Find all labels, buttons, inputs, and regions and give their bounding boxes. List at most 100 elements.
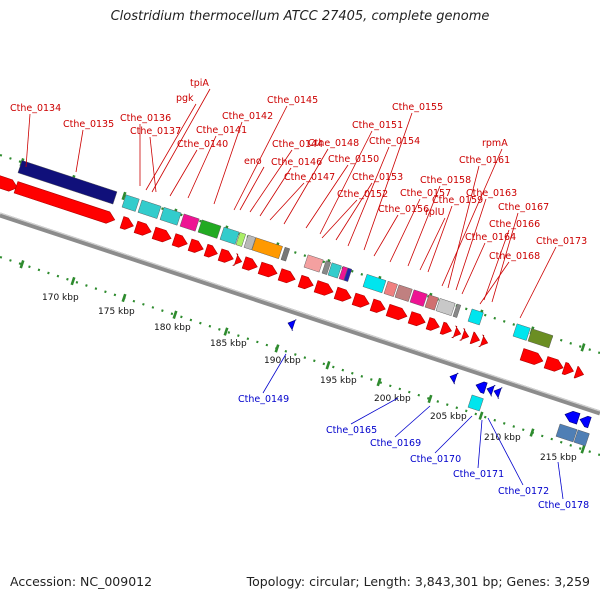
leader-line	[487, 417, 524, 486]
scale-labels: 170 kbp 175 kbp 180 kbp 185 kbp 190 kbp 195 k…	[42, 293, 577, 463]
inner-cog-block-shape	[573, 429, 590, 447]
reverse-gene	[475, 381, 488, 394]
tick-mark	[19, 260, 25, 269]
cog-block-shape	[527, 328, 554, 349]
cog-block	[197, 219, 222, 239]
forward-gene	[407, 311, 426, 327]
reverse-gene-shape	[564, 410, 581, 425]
label-leader-lines	[25, 88, 564, 500]
cog-block	[303, 254, 324, 273]
gene-label-top: rpmA	[482, 138, 508, 149]
scale-label: 215 kbp	[540, 453, 577, 463]
cog-block-shape	[424, 294, 439, 311]
cog-block	[235, 232, 246, 247]
leader-line	[461, 242, 486, 295]
leader-line	[283, 148, 329, 225]
reverse-gene-shape	[287, 319, 297, 331]
forward-gene	[217, 248, 234, 263]
leader-line	[483, 229, 510, 301]
forward-gene	[543, 356, 564, 372]
cog-block-shape	[251, 237, 283, 260]
forward-gene-shape	[257, 261, 278, 278]
forward-gene-shape	[478, 334, 489, 348]
forward-gene	[313, 280, 334, 296]
gene-label-top: Cthe_0154	[369, 136, 420, 147]
forward-gene	[133, 220, 152, 236]
gene-label-top: Cthe_0168	[489, 251, 540, 262]
cog-block-shape	[327, 262, 342, 279]
forward-gene-shape	[407, 311, 426, 327]
cog-block	[179, 213, 200, 232]
reverse-gene	[449, 372, 459, 385]
forward-gene	[519, 348, 544, 365]
forward-gene	[241, 256, 258, 271]
gene-label-bottom: Cthe_0165	[326, 425, 377, 436]
leader-line	[477, 419, 483, 469]
cog-block-shape	[467, 308, 484, 326]
forward-gene	[171, 233, 188, 248]
gene-label-top: Cthe_0146	[271, 157, 322, 168]
forward-gene	[203, 243, 218, 258]
forward-gene	[469, 331, 481, 345]
leader-line	[419, 217, 446, 271]
cog-block	[435, 298, 456, 316]
inner-cog-block-shape	[555, 423, 578, 443]
gene-label-top: pgk	[176, 93, 194, 104]
tick-mark	[121, 293, 127, 303]
forward-gene-shape	[277, 268, 296, 284]
cog-block-shape	[409, 289, 428, 307]
leader-line	[249, 149, 293, 213]
gene-label-top: Cthe_0173	[536, 236, 587, 247]
forward-gene	[451, 325, 462, 339]
inner-cog-block	[573, 429, 590, 447]
cog-block-shape	[383, 280, 398, 297]
genome-summary-text: Topology: circular; Length: 3,843,301 bp…	[246, 574, 590, 589]
gene-label-top: Cthe_0141	[196, 125, 247, 136]
leader-line	[259, 167, 292, 217]
cog-block-shape	[321, 260, 332, 275]
leader-line	[350, 397, 399, 425]
forward-gene-shape	[217, 248, 234, 263]
forward-gene-shape	[459, 328, 470, 341]
cog-block	[321, 260, 332, 275]
gene-label-bottom: Cthe_0170	[410, 454, 461, 465]
forward-gene-shape	[561, 362, 574, 376]
forward-gene	[297, 274, 314, 290]
gene-label-top: Cthe_0147	[284, 172, 335, 183]
gene-label-bottom: Cthe_0169	[370, 438, 421, 449]
tick-mark	[427, 394, 433, 404]
forward-gene-shape	[13, 181, 116, 224]
inner-cog-block	[467, 394, 484, 412]
forward-gene	[232, 253, 243, 266]
scale-label: 170 kbp	[42, 293, 79, 303]
leader-line	[557, 461, 564, 500]
cog-block-shape	[243, 234, 256, 251]
forward-gene	[425, 317, 440, 331]
leader-line	[427, 205, 453, 273]
tick-mark	[172, 310, 178, 319]
leader-line	[269, 182, 305, 221]
cog-block-shape	[343, 267, 353, 282]
gene-label-top: Cthe_0137	[130, 126, 181, 137]
leader-line	[519, 246, 557, 319]
cog-block	[527, 328, 554, 349]
cog-block-shape	[512, 323, 531, 341]
forward-gene-shape	[385, 303, 408, 321]
gene-label-top: Cthe_0158	[420, 175, 471, 186]
accession-text: Accession: NC_009012	[10, 574, 153, 589]
forward-gene-shape	[451, 325, 462, 339]
gene-label-bottom: Cthe_0171	[453, 469, 504, 480]
tick-mark	[580, 445, 586, 454]
leader-line	[233, 105, 288, 211]
leader-line	[455, 198, 487, 291]
forward-gene-shape	[425, 317, 440, 331]
gene-label-top: Cthe_0156	[378, 204, 429, 215]
tick-mark	[325, 361, 331, 370]
forward-gene	[333, 286, 352, 302]
gene-label-top: Cthe_0145	[267, 95, 318, 106]
cog-block-shape	[17, 160, 118, 205]
cog-block	[409, 289, 428, 307]
gene-label-top: Cthe_0159	[432, 195, 483, 206]
